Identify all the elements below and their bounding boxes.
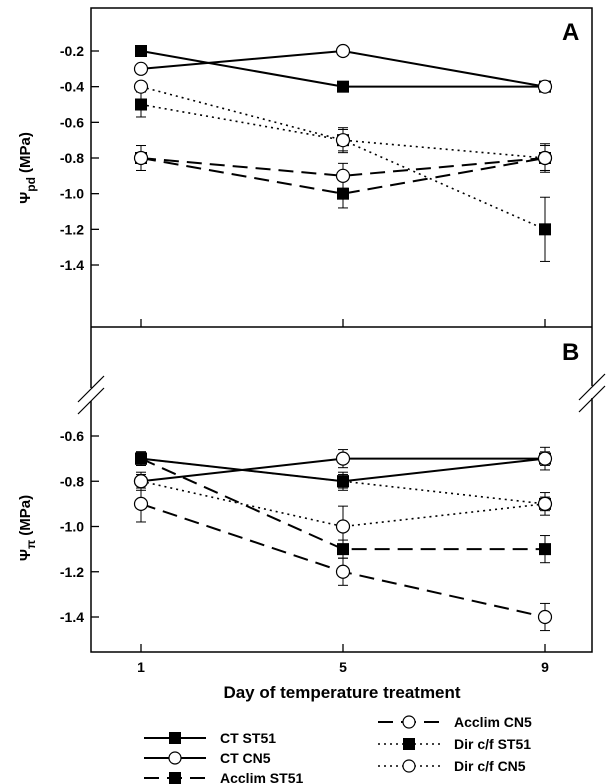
panel-b: -0.6 -0.8 -1.0 -1.2 -1.4: [60, 428, 553, 632]
legend-marker: [403, 738, 415, 750]
y-label-a-unit: (MPa): [17, 132, 34, 173]
legend-label: Dir c/f CN5: [454, 758, 526, 774]
axis-break-right: [578, 373, 606, 401]
y-label-a-sub: pd: [24, 177, 38, 192]
y-tick-label: -1.2: [60, 221, 84, 237]
data-point: [337, 80, 349, 93]
series-line: [140, 480, 546, 528]
data-point: [133, 474, 149, 489]
frame-outline-left: [90, 7, 593, 388]
legend-marker: [169, 732, 181, 744]
x-axis-label: Day of temperature treatment: [223, 683, 460, 702]
data-point: [133, 61, 149, 76]
y-label-a-main: Ψ: [17, 192, 34, 204]
data-point: [135, 452, 147, 465]
y-tick-label: -1.2: [60, 564, 84, 580]
series-line: [140, 457, 546, 505]
axis-break-right: [578, 385, 606, 413]
y-tick-label: -0.8: [60, 150, 84, 166]
legend-label: Acclim CN5: [454, 714, 532, 730]
legend-label: CT CN5: [220, 750, 271, 766]
data-point: [337, 475, 349, 488]
data-point: [537, 609, 553, 625]
data-point: [337, 187, 349, 200]
data-point: [135, 98, 147, 111]
data-point: [135, 45, 147, 57]
data-point: [537, 496, 553, 511]
y-tick-label: -0.6: [60, 114, 84, 130]
axes-frame: A B: [77, 7, 606, 653]
x-tick-label: 1: [137, 659, 145, 675]
legend-marker: [402, 715, 416, 729]
y-tick-label: -1.0: [60, 186, 84, 202]
y-label-b-unit: (MPa): [17, 495, 34, 536]
panel-label-a: A: [562, 19, 579, 46]
x-tick-label: 5: [339, 659, 347, 675]
y-tick-label: -1.4: [60, 257, 84, 273]
y-label-b-sub: π: [24, 540, 38, 549]
legend-label: CT ST51: [220, 730, 276, 746]
x-tick-label: 9: [541, 659, 549, 675]
data-point: [335, 519, 351, 534]
panel-a: -0.2 -0.4 -0.6 -0.8 -1.0 -1.2 -1.4: [60, 43, 553, 273]
data-point: [335, 168, 351, 183]
y-tick-label: -1.0: [60, 519, 84, 535]
data-point: [537, 451, 553, 466]
legend-marker: [168, 751, 182, 765]
x-axis: 1 5 9: [137, 319, 549, 675]
y-tick-label: -0.2: [60, 43, 84, 59]
axis-break-left: [77, 387, 105, 415]
panel-label-b: B: [562, 339, 579, 366]
data-point: [539, 543, 551, 556]
data-point: [537, 150, 553, 166]
y-tick-label: -1.4: [60, 609, 84, 625]
data-point: [537, 79, 553, 94]
data-point: [335, 564, 351, 579]
data-point: [539, 223, 551, 236]
y-axis-label-a: Ψpd (MPa): [17, 132, 38, 204]
data-point: [133, 150, 149, 166]
data-point: [133, 496, 149, 511]
legend: CT ST51 CT CN5 Acclim ST51 Acclim CN5 Dir c/…: [144, 714, 532, 784]
y-tick-label: -0.4: [60, 79, 84, 95]
data-point: [133, 79, 149, 94]
y-label-b-main: Ψ: [17, 549, 34, 561]
y-tick-label: -0.6: [60, 428, 84, 444]
legend-label: Dir c/f ST51: [454, 736, 531, 752]
legend-label: Acclim ST51: [220, 770, 303, 784]
data-point: [337, 543, 349, 556]
axis-break-left: [77, 375, 105, 403]
y-axis-label-b: Ψπ (MPa): [17, 495, 38, 561]
data-point: [335, 43, 351, 59]
legend-marker: [169, 772, 181, 784]
legend-marker: [402, 759, 416, 773]
data-point: [335, 451, 351, 466]
y-tick-label: -0.8: [60, 473, 84, 489]
data-point: [335, 133, 351, 148]
